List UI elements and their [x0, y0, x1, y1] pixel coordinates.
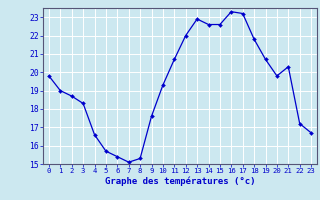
- X-axis label: Graphe des températures (°c): Graphe des températures (°c): [105, 177, 255, 186]
